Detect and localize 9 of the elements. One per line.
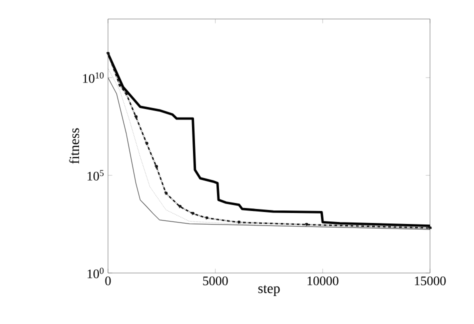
- x-axis-title: step: [258, 285, 280, 296]
- x-tick-label: 15000: [414, 276, 446, 286]
- x-tick-label: 0: [105, 276, 111, 286]
- x-tick-label: 10000: [308, 276, 338, 286]
- y-tick-label: 10$^{10}$: [83, 72, 104, 83]
- y-tick-label: 10$^{5}$: [88, 170, 104, 181]
- y-axis-title: fitness: [69, 128, 80, 164]
- x-tick-label: 5000: [203, 276, 228, 286]
- y-tick-label: 10$^{0}$: [88, 268, 104, 278]
